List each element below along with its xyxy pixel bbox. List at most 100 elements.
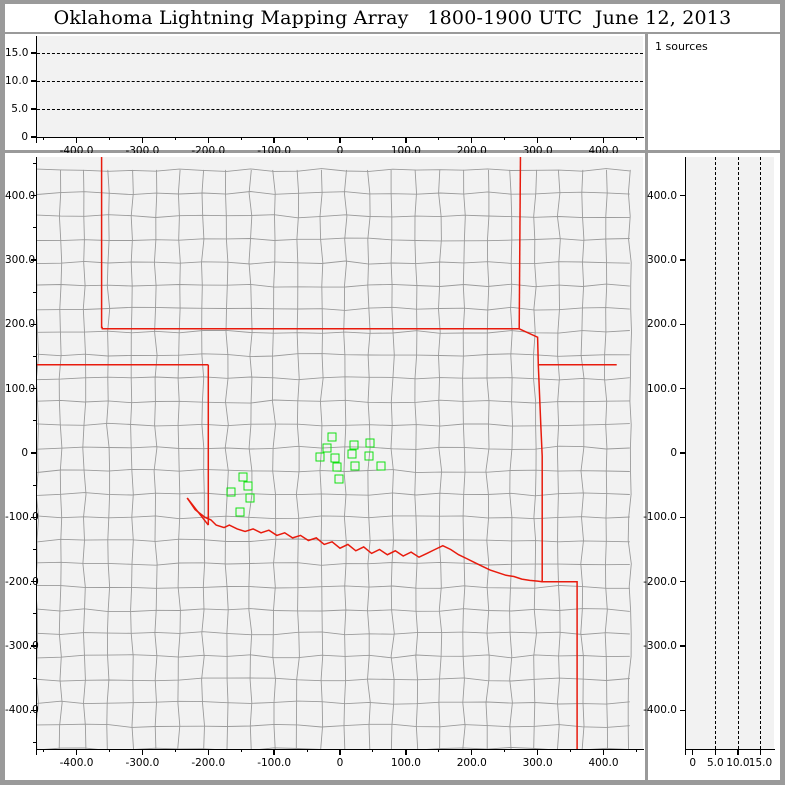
x-tick-top <box>141 137 144 143</box>
y-tick-map <box>31 323 37 325</box>
y-tick-label-right: 100.0 <box>646 382 677 395</box>
x-minor-tick-map <box>174 749 176 752</box>
x-tick-map <box>141 749 144 755</box>
y-tick-top <box>31 52 37 54</box>
y-tick-map <box>31 645 37 647</box>
x-minor-tick-top <box>108 137 110 140</box>
y-tick-label-map: -100.0 <box>5 511 39 524</box>
y-tick-label-map: -200.0 <box>5 575 39 588</box>
x-minor-tick-top <box>570 137 572 140</box>
x-tick-map <box>471 749 473 755</box>
y-minor-tick-map <box>33 162 37 164</box>
y-tick-label-right: 400.0 <box>646 189 677 202</box>
y-minor-tick-map <box>33 742 37 744</box>
y-minor-tick-map <box>33 677 37 679</box>
source-count-label: 1 sources <box>655 40 708 53</box>
x-tick-label-map: 0 <box>336 757 344 769</box>
plot-area-right[interactable] <box>686 157 774 749</box>
state-border <box>518 328 617 366</box>
county-border <box>462 169 466 749</box>
x-tick-top <box>207 137 209 143</box>
county-border <box>37 329 630 334</box>
y-tick-right <box>680 645 686 647</box>
panel-source-count: 1 sources <box>648 34 780 150</box>
x-tick-top <box>602 137 605 143</box>
y-tick-top <box>31 136 37 138</box>
x-tick-right <box>692 749 694 755</box>
county-border <box>37 168 630 172</box>
y-tick-right <box>680 323 686 325</box>
county-border <box>37 422 630 427</box>
y-tick-label-right: -300.0 <box>643 640 677 653</box>
y-tick-map <box>31 194 37 197</box>
y-tick-label-right: 200.0 <box>646 318 677 331</box>
y-minor-tick-map <box>33 549 37 551</box>
county-border <box>37 608 630 613</box>
x-minor-tick-top <box>43 137 45 140</box>
lightning-source-marker <box>349 440 359 450</box>
gridline-horizontal <box>37 108 643 110</box>
county-border <box>37 237 630 242</box>
county-border <box>37 376 630 381</box>
y-tick-right <box>680 194 686 197</box>
x-minor-tick-map <box>504 749 506 752</box>
x-minor-tick-top <box>635 137 637 140</box>
state-border <box>186 497 209 526</box>
gridline-vertical <box>760 157 762 749</box>
county-border <box>37 399 630 404</box>
y-minor-tick-map <box>33 484 37 486</box>
county-border <box>604 169 608 749</box>
y-axis-line-map <box>36 157 38 755</box>
lightning-source-marker <box>243 481 253 491</box>
county-border <box>580 169 585 749</box>
state-border <box>537 364 578 749</box>
y-tick-top <box>31 108 37 110</box>
x-minor-tick-map <box>570 749 572 752</box>
panel-plan-view-map[interactable]: 400.0 300.0 200.0 100.0 0 -100.0 -200.0 -300.0 -… <box>5 153 645 780</box>
county-border <box>556 169 561 749</box>
y-tick-label-top: 0 <box>21 131 28 143</box>
y-axis-line-top <box>36 36 38 143</box>
y-tick-label-right: -200.0 <box>643 575 677 588</box>
y-minor-tick-map <box>33 227 37 229</box>
lightning-source-marker <box>347 449 357 459</box>
county-border <box>485 169 490 749</box>
state-border <box>100 157 103 329</box>
x-tick-label-right: 10.0 <box>726 757 750 769</box>
county-border <box>37 677 630 682</box>
y-tick-label-map: 400.0 <box>5 189 36 202</box>
county-border <box>37 700 630 705</box>
gridline-horizontal <box>37 80 643 82</box>
y-minor-tick-map <box>33 291 37 293</box>
y-tick-label-map: 100.0 <box>5 382 36 395</box>
x-tick-map <box>405 749 407 755</box>
lightning-source-marker <box>330 453 340 463</box>
county-border <box>37 214 630 219</box>
x-tick-top <box>75 137 78 143</box>
y-tick-label-map: 300.0 <box>5 253 36 266</box>
x-tick-label-map: 400.0 <box>588 757 619 769</box>
x-minor-tick-map <box>372 749 374 752</box>
county-border <box>319 169 324 749</box>
panel-altitude-vs-north-south[interactable]: 400.0 300.0 200.0 100.0 0 -100.0 -200.0 -300.0 -… <box>643 153 780 780</box>
county-border <box>58 169 63 749</box>
x-tick-label-map: 300.0 <box>522 757 553 769</box>
county-border <box>37 283 630 288</box>
county-border <box>37 584 630 589</box>
x-tick-label-top: 0 <box>336 145 344 157</box>
y-tick-right <box>680 580 686 583</box>
panel-altitude-vs-east-west[interactable]: 0 5.0 10.0 15.0 -400.0 -300.0 -200.0 -100.0 0 100… <box>5 34 645 157</box>
county-border <box>438 169 443 749</box>
county-border <box>533 169 538 749</box>
x-tick-map <box>339 749 341 755</box>
x-minor-tick-map <box>108 749 110 752</box>
y-tick-map <box>31 259 37 261</box>
county-border <box>509 169 513 749</box>
plot-area-top[interactable] <box>37 36 643 137</box>
lightning-source-marker <box>365 438 375 448</box>
map-geometry <box>37 157 632 749</box>
plot-area-map[interactable] <box>37 157 643 749</box>
x-tick-map <box>536 749 539 755</box>
y-tick-right <box>680 709 686 712</box>
